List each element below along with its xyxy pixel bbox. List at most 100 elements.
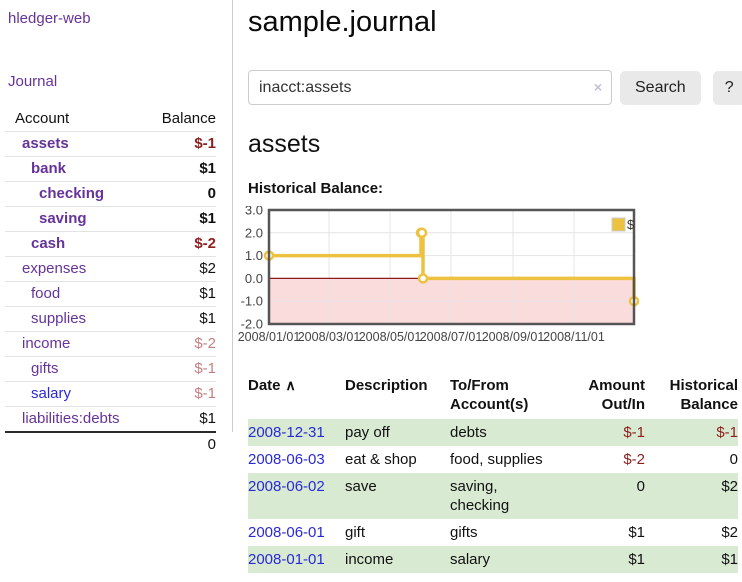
legend-label: $ [627, 217, 635, 232]
account-row: bank $1 [5, 156, 216, 181]
account-balance: $2 [199, 260, 216, 277]
account-balance: $-1 [194, 135, 216, 152]
account-row: salary $-1 [5, 381, 216, 406]
y-axis-tick-label: -1.0 [241, 294, 263, 309]
account-link-bank[interactable]: bank [31, 160, 67, 177]
account-link-salary[interactable]: salary [31, 385, 72, 402]
account-link-gifts[interactable]: gifts [31, 360, 59, 377]
search-button[interactable]: Search [620, 70, 701, 105]
account-balance: $1 [199, 410, 216, 427]
nav-journal-link[interactable]: Journal [8, 73, 58, 90]
transaction-date-link[interactable]: 2008-06-02 [248, 478, 325, 495]
accounts-header-account: Account [15, 110, 70, 127]
search-input[interactable] [248, 70, 612, 105]
account-link-food[interactable]: food [31, 285, 61, 302]
transaction-date-link[interactable]: 2008-01-01 [248, 551, 325, 568]
help-button[interactable]: ? [712, 70, 742, 105]
historical-balance-chart: $3.0 2.0 1.0 0.0 -1.0 -2.0 2008/01/01 2008/03/0… [235, 203, 742, 360]
account-link-expenses[interactable]: expenses [22, 260, 87, 277]
register-date-cell: 2008-12-31 [248, 419, 345, 446]
account-balance: $-2 [194, 335, 216, 352]
account-balance: $-2 [194, 235, 216, 252]
register-date-cell: 2008-06-02 [248, 473, 345, 519]
register-balance-cell: $2 [721, 524, 738, 541]
y-axis-tick-label: 0.0 [245, 271, 263, 286]
account-row: income $-2 [5, 331, 216, 356]
main-content: sample.journal × Search ? assets Histori… [238, 0, 742, 573]
x-axis-tick-label: 2008/03/01 [298, 330, 361, 344]
account-link-cash[interactable]: cash [31, 235, 66, 252]
account-row: checking 0 [5, 181, 216, 206]
register-row: 2008-12-31 pay off debts $-1 $-1 [248, 419, 738, 446]
sort-asc-icon: ∧ [285, 377, 296, 393]
clear-search-icon[interactable]: × [593, 79, 602, 95]
x-axis-tick-label: 2008/05/01 [359, 330, 422, 344]
register-accounts-cell: salary [450, 551, 491, 568]
search-form: × Search ? [248, 70, 742, 105]
transaction-date-link[interactable]: 2008-06-01 [248, 524, 325, 541]
y-axis-tick-label: -2.0 [241, 317, 263, 332]
transaction-date-link[interactable]: 2008-06-03 [248, 451, 325, 468]
account-row: gifts $-1 [5, 356, 216, 381]
account-balance: $1 [199, 210, 216, 227]
y-axis-tick-label: 3.0 [245, 206, 263, 218]
register-description-cell: save [345, 478, 377, 495]
register-amount-cell: 0 [636, 478, 645, 495]
register-accounts-cell: debts [450, 424, 487, 441]
register-row: 2008-06-02 save saving, checking 0 $2 [248, 473, 738, 519]
register-accounts-cell: gifts [450, 524, 478, 541]
page-title: sample.journal [248, 6, 437, 38]
account-row: liabilities:debts $1 [5, 406, 216, 431]
account-balance: $-1 [194, 385, 216, 402]
register-balance-cell: 0 [729, 451, 738, 468]
x-axis-tick-label: 2008/07/01 [420, 330, 483, 344]
account-balance: $1 [199, 310, 216, 327]
account-balance: 0 [207, 185, 216, 202]
legend-swatch [611, 217, 626, 232]
account-balance: $1 [199, 160, 216, 177]
account-row: saving $1 [5, 206, 216, 231]
register-table: Date ∧ Description To/From Account(s) Amount… [248, 374, 738, 573]
register-amount-cell: $-1 [623, 424, 645, 441]
account-link-checking[interactable]: checking [39, 185, 105, 202]
register-amount-cell: $-2 [623, 451, 645, 468]
account-link-assets[interactable]: assets [22, 135, 69, 152]
app-title-link[interactable]: hledger-web [8, 10, 91, 27]
account-link-liabilities-debts[interactable]: liabilities:debts [22, 410, 120, 427]
account-row: cash $-2 [5, 231, 216, 256]
register-description-cell: eat & shop [345, 451, 417, 468]
data-point-marker [417, 273, 429, 284]
column-header-accounts: To/From Account(s) [450, 377, 529, 413]
chart-heading: Historical Balance: [248, 180, 384, 197]
column-header-date[interactable]: Date ∧ [248, 377, 296, 394]
x-axis-tick-label: 2008/01/01 [238, 330, 301, 344]
register-amount-cell: $1 [628, 551, 645, 568]
register-description-cell: income [345, 551, 394, 568]
register-date-cell: 2008-06-03 [248, 446, 345, 473]
x-axis-tick-label: 2008/11/01 [543, 330, 605, 344]
register-description-cell: pay off [345, 424, 390, 441]
accounts-total-row: 0 [5, 431, 216, 457]
transaction-date-link[interactable]: 2008-12-31 [248, 424, 325, 441]
search-box: × [248, 70, 612, 105]
register-row: 2008-06-01 gift gifts $1 $2 [248, 519, 738, 546]
account-link-saving[interactable]: saving [39, 210, 87, 227]
register-accounts-cell: saving, checking [450, 478, 510, 514]
column-header-balance: Historical Balance [669, 377, 738, 413]
column-header-amount: Amount Out/In [588, 377, 645, 413]
register-balance-cell: $-1 [716, 424, 738, 441]
sidebar: hledger-web Journal Account Balance asse… [0, 0, 233, 453]
account-row: expenses $2 [5, 256, 216, 281]
account-balance: $1 [199, 285, 216, 302]
account-row: food $1 [5, 281, 216, 306]
data-point-marker [416, 227, 428, 239]
column-header-description: Description [345, 377, 428, 394]
account-link-income[interactable]: income [22, 335, 71, 352]
x-axis-tick-label: 2008/09/01 [482, 330, 545, 344]
account-heading: assets [248, 130, 321, 158]
account-row: supplies $1 [5, 306, 216, 331]
register-date-cell: 2008-01-01 [248, 546, 345, 573]
account-link-supplies[interactable]: supplies [31, 310, 87, 327]
y-axis-tick-label: 1.0 [245, 248, 263, 263]
register-row: 2008-01-01 income salary $1 $1 [248, 546, 738, 573]
